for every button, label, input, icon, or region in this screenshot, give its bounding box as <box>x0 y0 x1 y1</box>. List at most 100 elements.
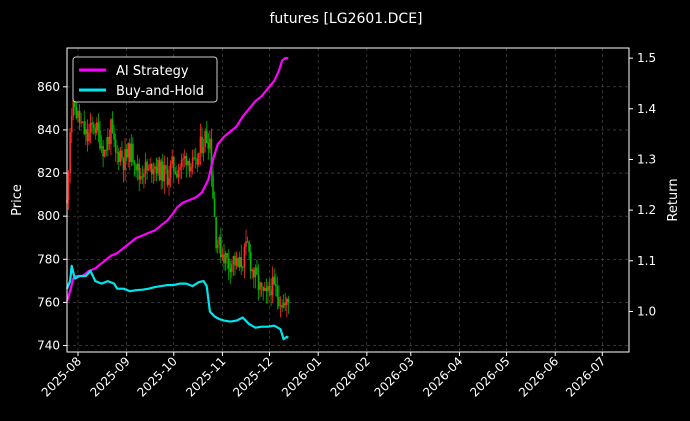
y-tick-label-left: 780 <box>37 252 60 266</box>
y-tick-label-left: 820 <box>37 166 60 180</box>
candlestick <box>168 166 170 196</box>
candle-body <box>128 143 131 163</box>
candle-body <box>78 110 81 123</box>
candle-body <box>165 165 167 170</box>
candle-body <box>218 237 221 246</box>
y-tick-label-left: 800 <box>37 209 60 223</box>
candlestick <box>83 110 86 136</box>
candlestick <box>262 286 265 301</box>
candle-body <box>193 157 195 159</box>
candle-body <box>202 147 205 154</box>
candlestick <box>242 265 244 272</box>
candle-body <box>152 168 155 175</box>
candle-body <box>92 124 95 129</box>
candlestick <box>171 149 173 168</box>
candlestick <box>187 160 189 167</box>
candle-body <box>136 163 139 171</box>
candle-body <box>279 305 282 307</box>
candlestick <box>226 253 228 270</box>
return-lines <box>65 57 289 341</box>
candle-body <box>231 263 233 273</box>
candle-body <box>77 110 79 118</box>
candle-body <box>155 166 158 174</box>
candle-body <box>132 143 134 162</box>
candle-body <box>113 132 115 140</box>
candlestick <box>99 121 101 151</box>
candlestick <box>158 156 161 182</box>
candle-body <box>240 257 243 268</box>
candlestick <box>157 157 159 176</box>
candle-body <box>267 286 269 292</box>
chart-title: futures [LG2601.DCE] <box>269 11 422 27</box>
candle-body <box>284 303 287 306</box>
candlestick <box>69 127 71 184</box>
candlestick <box>199 123 202 166</box>
candlestick <box>141 165 144 185</box>
candle-body <box>176 173 178 178</box>
candle-body <box>154 166 156 169</box>
candlestick <box>86 119 89 152</box>
candle-body <box>246 241 249 243</box>
candle-body <box>254 267 257 278</box>
candlestick <box>108 129 111 150</box>
candlestick <box>89 112 92 144</box>
candlestick <box>110 118 112 156</box>
candle-body <box>278 296 280 307</box>
candlestick <box>191 149 194 175</box>
candle-body <box>213 198 216 217</box>
candle-body <box>86 129 89 142</box>
candle-body <box>287 298 290 303</box>
candle-body <box>85 129 87 135</box>
candlestick <box>179 163 181 179</box>
candle-body <box>216 245 219 249</box>
candle-body <box>69 132 71 173</box>
candlestick <box>193 149 195 161</box>
candlestick <box>180 153 183 180</box>
y-tick-label-right: 1.3 <box>637 152 656 166</box>
candlestick <box>282 294 285 309</box>
candle-body <box>127 143 130 158</box>
candlestick <box>150 163 153 183</box>
candle-body <box>188 160 191 172</box>
candle-body <box>91 122 93 125</box>
candle-body <box>235 258 238 266</box>
candle-body <box>103 149 106 157</box>
candle-body <box>270 290 272 296</box>
candle-body <box>237 258 239 268</box>
candle-body <box>260 282 263 287</box>
candle-body <box>157 159 159 174</box>
candle-body <box>174 171 177 174</box>
candle-body <box>122 158 125 170</box>
candlestick <box>256 259 258 276</box>
candle-body <box>72 89 75 117</box>
candle-body <box>119 150 122 162</box>
candle-body <box>245 241 247 247</box>
candlestick <box>268 278 271 296</box>
candle-body <box>99 130 101 149</box>
candle-body <box>212 174 214 199</box>
candle-body <box>102 145 104 157</box>
candle-body <box>163 165 166 182</box>
candlestick <box>67 170 70 210</box>
candlestick <box>77 110 79 123</box>
candlestick <box>146 158 148 180</box>
candlestick <box>124 138 126 181</box>
candle-body <box>190 166 192 172</box>
candlestick <box>113 124 115 147</box>
candlestick <box>161 153 164 189</box>
candlestick <box>263 281 266 292</box>
candle-body <box>70 116 73 133</box>
candle-body <box>242 267 244 269</box>
y-tick-label-right: 1.0 <box>637 304 656 318</box>
candle-body <box>234 255 236 266</box>
candlestick <box>143 168 145 189</box>
candle-body <box>130 143 133 163</box>
candlestick <box>128 138 131 171</box>
candle-body <box>187 160 189 166</box>
candle-body <box>141 176 144 178</box>
candlestick <box>154 163 156 181</box>
candle-body <box>259 282 261 290</box>
candlestick <box>194 147 197 169</box>
candlestick <box>80 112 82 128</box>
legend-box <box>72 56 218 103</box>
